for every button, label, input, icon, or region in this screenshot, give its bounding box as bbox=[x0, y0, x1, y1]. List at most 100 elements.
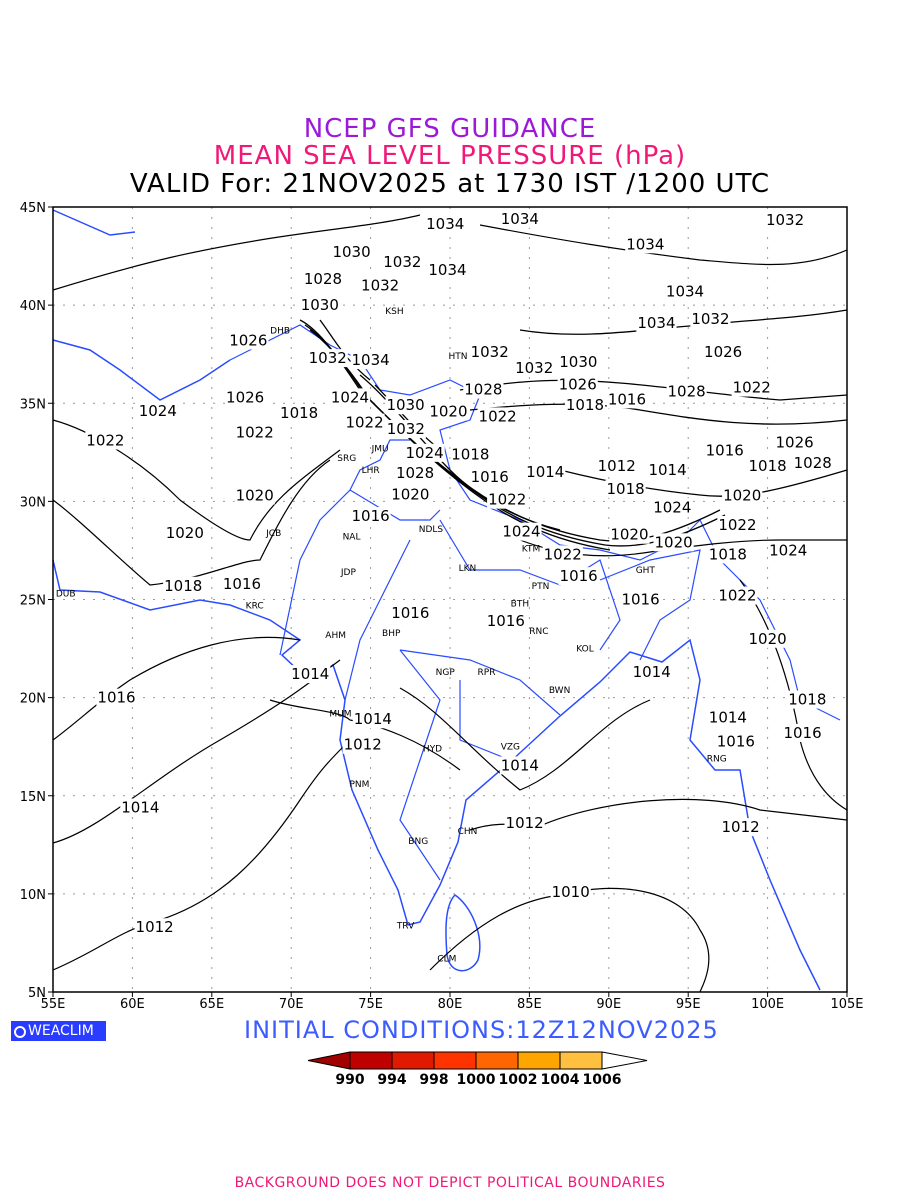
station: PTN bbox=[532, 582, 550, 592]
station: KSH bbox=[385, 307, 403, 317]
lat-tick-label: 10N bbox=[20, 888, 46, 903]
contour-label-bg bbox=[636, 313, 677, 332]
contour-label: 1024 bbox=[405, 444, 443, 462]
contour-label-group: 1014 bbox=[707, 708, 748, 727]
contour-label: 1018 bbox=[607, 480, 645, 498]
lon-tick-label: 105E bbox=[830, 997, 863, 1012]
contour-label: 1016 bbox=[608, 390, 646, 408]
contour-label-bg bbox=[542, 545, 583, 564]
station: NDLS bbox=[419, 525, 444, 535]
station-label: VZG bbox=[501, 743, 520, 753]
station-label: PTN bbox=[532, 582, 550, 592]
contour-label-group: 1020 bbox=[609, 525, 650, 544]
contour-label-group: 1020 bbox=[234, 486, 275, 505]
contour-label-group: 1034 bbox=[636, 313, 677, 332]
contour-label-bg bbox=[550, 882, 591, 901]
station-label: TRV bbox=[396, 921, 415, 931]
contour-label-bg bbox=[307, 349, 348, 368]
contour-label: 1032 bbox=[309, 349, 347, 367]
station: JMU bbox=[371, 444, 389, 454]
contour-label: 1026 bbox=[559, 376, 597, 394]
sri-lanka-coastline bbox=[445, 894, 481, 972]
contour-label-group: 1028 bbox=[394, 464, 436, 483]
station-label: AHM bbox=[325, 631, 346, 641]
weaclim-logo: WEACLIM bbox=[11, 1021, 106, 1041]
contour-label: 1022 bbox=[544, 545, 582, 563]
initial-conditions: INITIAL CONDITIONS:12Z12NOV2025 bbox=[244, 1016, 719, 1044]
contour-label-bg bbox=[234, 423, 275, 442]
contour-label-group: 1020 bbox=[164, 523, 205, 542]
title-variable: MEAN SEA LEVEL PRESSURE (hPa) bbox=[213, 141, 687, 171]
contour-label: 1016 bbox=[717, 733, 755, 751]
colorbar-low-arrow bbox=[307, 1051, 351, 1070]
contour-label-group: 1018 bbox=[450, 445, 491, 464]
contour-label: 1012 bbox=[506, 814, 544, 832]
station: MUM bbox=[329, 709, 351, 719]
lon-tick-label: 90E bbox=[596, 997, 621, 1012]
contour-label-group: 1014 bbox=[525, 462, 566, 481]
contour-label: 1012 bbox=[598, 457, 636, 475]
station: CHN bbox=[458, 827, 478, 837]
station: CLM bbox=[437, 955, 456, 965]
contour-label-group: 1022 bbox=[477, 407, 518, 426]
contour-label: 1022 bbox=[236, 424, 274, 442]
station-label: DUB bbox=[56, 590, 76, 600]
colorbar-high-arrow bbox=[601, 1051, 648, 1070]
contour-label-group: 1024 bbox=[652, 498, 693, 517]
india-coastline bbox=[52, 559, 821, 991]
contour-label-bg bbox=[664, 282, 706, 301]
contour-label-bg bbox=[720, 818, 761, 837]
contour-label-bg bbox=[768, 541, 809, 560]
contour-label-bg bbox=[134, 918, 175, 937]
contour-label-group: 1020 bbox=[722, 486, 763, 505]
contour-label: 1034 bbox=[666, 282, 704, 300]
contour-label: 1018 bbox=[566, 396, 604, 414]
contour-label-bg bbox=[715, 732, 756, 751]
contour-label-group: 1034 bbox=[499, 209, 540, 228]
contour-label-group: 1014 bbox=[352, 710, 393, 729]
contour-label: 1018 bbox=[451, 445, 489, 463]
contour-label-bg bbox=[631, 663, 672, 682]
contour-label-group: 1014 bbox=[647, 460, 688, 479]
contour-label: 1030 bbox=[386, 396, 424, 414]
contour-label: 1016 bbox=[223, 575, 261, 593]
contour-label: 1030 bbox=[559, 353, 597, 371]
lon-tick-label: 85E bbox=[517, 997, 542, 1012]
station: KOL bbox=[576, 645, 594, 655]
contour-label: 1034 bbox=[426, 215, 464, 233]
contour-label-bg bbox=[620, 590, 661, 609]
contour-label-bg bbox=[558, 353, 599, 372]
title-model: NCEP GFS GUIDANCE bbox=[303, 114, 597, 144]
colorbar-level-label: 1000 bbox=[457, 1072, 496, 1088]
contour-label-group: 1026 bbox=[228, 331, 269, 350]
contour-label-group: 1032 bbox=[382, 252, 423, 271]
colorbar-level-label: 994 bbox=[377, 1072, 406, 1088]
contour-label-bg bbox=[722, 486, 763, 505]
contour-label-bg bbox=[747, 457, 788, 476]
contour-label: 1022 bbox=[718, 516, 756, 534]
station: KTM bbox=[522, 544, 540, 554]
contour-label-bg bbox=[394, 464, 436, 483]
lon-tick-label: 65E bbox=[199, 997, 224, 1012]
contour-label: 1030 bbox=[332, 243, 370, 261]
contour-label-bg bbox=[605, 479, 646, 498]
contour-label: 1018 bbox=[749, 457, 787, 475]
contour-label-group: 1026 bbox=[225, 388, 266, 407]
title-valid-time: VALID For: 21NOV2025 at 1730 IST /1200 U… bbox=[129, 169, 771, 199]
contour-label-bg bbox=[717, 586, 758, 605]
colorbar-level-label: 1006 bbox=[583, 1072, 622, 1088]
contour-label-bg bbox=[163, 576, 204, 595]
contour-label-bg bbox=[731, 378, 772, 397]
contour-label-group: 1016 bbox=[704, 441, 745, 460]
colorbar-swatch bbox=[475, 1051, 519, 1070]
station-label: BTH bbox=[511, 599, 529, 609]
contour-label-group: 1028 bbox=[463, 380, 504, 399]
contour-label-bg bbox=[352, 710, 393, 729]
lat-tick-label: 45N bbox=[20, 201, 46, 216]
contour-label-bg bbox=[225, 388, 266, 407]
station-label: KOL bbox=[576, 645, 594, 655]
lat-tick-label: 5N bbox=[28, 986, 46, 1001]
contour-label-bg bbox=[609, 525, 650, 544]
station: RNC bbox=[529, 627, 548, 637]
